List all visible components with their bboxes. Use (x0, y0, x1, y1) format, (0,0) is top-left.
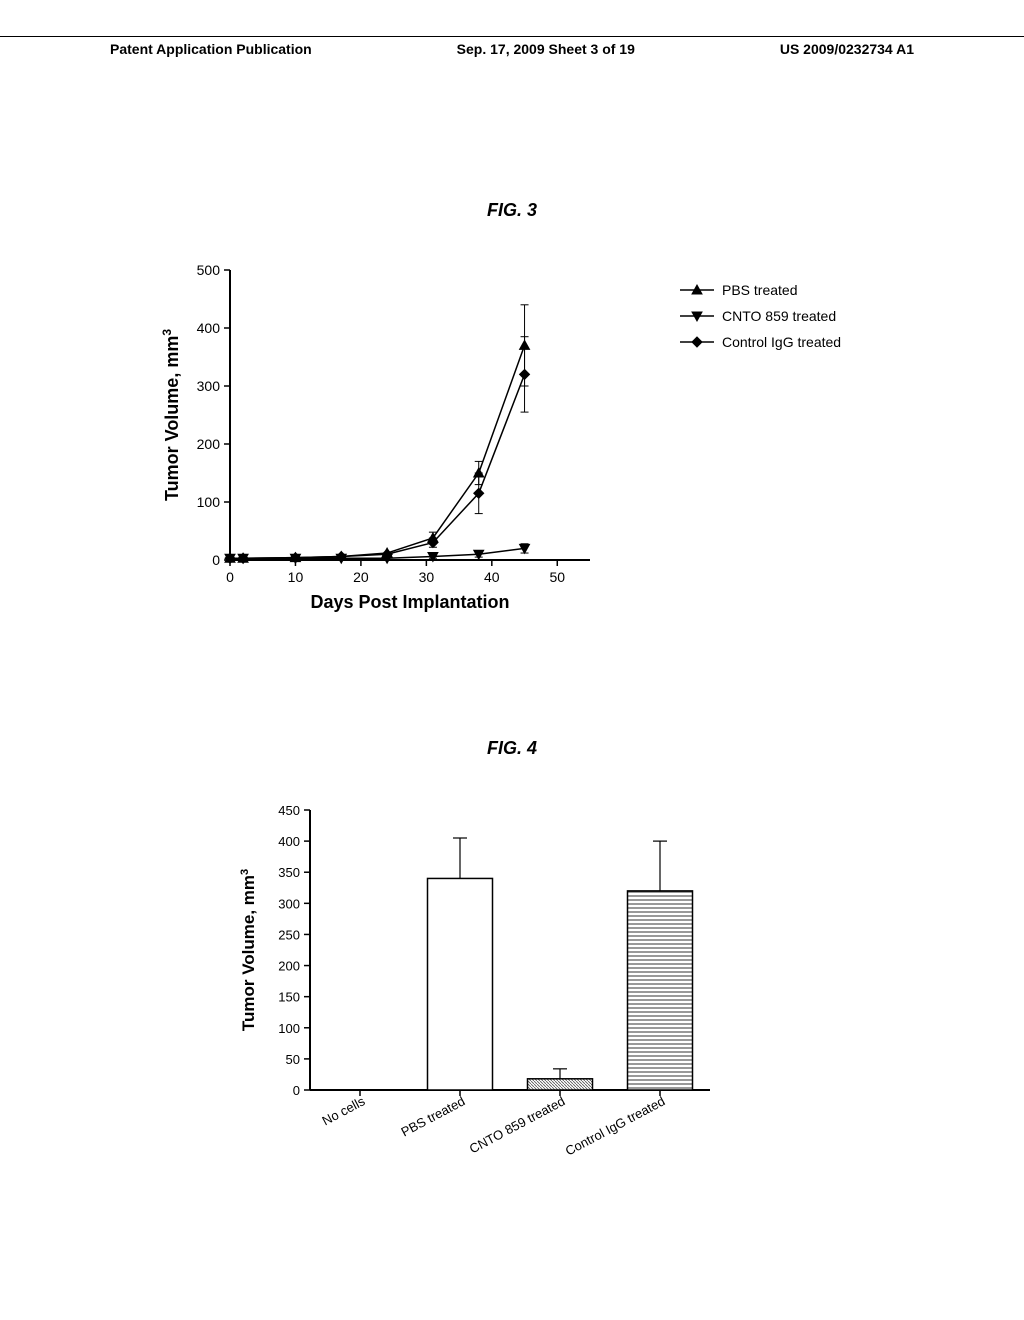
svg-text:50: 50 (286, 1052, 300, 1067)
svg-text:Tumor Volume, mm3: Tumor Volume, mm3 (160, 329, 182, 501)
svg-text:100: 100 (278, 1021, 300, 1036)
svg-text:400: 400 (278, 834, 300, 849)
svg-text:PBS treated: PBS treated (398, 1093, 467, 1139)
svg-text:200: 200 (197, 436, 221, 452)
fig4-chart: 0 50 100 150 200 250 300 350 400 450 Tumor Volume,… (210, 790, 770, 1200)
svg-text:Control IgG treated: Control IgG treated (722, 334, 841, 350)
header-publication: Patent Application Publication (110, 41, 312, 57)
svg-text:0: 0 (226, 569, 234, 585)
svg-text:PBS treated: PBS treated (722, 282, 798, 298)
header-patent-number: US 2009/0232734 A1 (780, 41, 914, 57)
svg-text:450: 450 (278, 803, 300, 818)
svg-text:20: 20 (353, 569, 369, 585)
svg-text:400: 400 (197, 320, 221, 336)
svg-text:150: 150 (278, 990, 300, 1005)
svg-text:40: 40 (484, 569, 500, 585)
fig4-title: FIG. 4 (487, 738, 537, 759)
svg-text:300: 300 (197, 378, 221, 394)
fig3-title: FIG. 3 (487, 200, 537, 221)
svg-text:300: 300 (278, 896, 300, 911)
header-date-sheet: Sep. 17, 2009 Sheet 3 of 19 (457, 41, 635, 57)
svg-text:200: 200 (278, 959, 300, 974)
svg-text:Tumor Volume, mm3: Tumor Volume, mm3 (239, 869, 258, 1031)
svg-text:CNTO 859 treated: CNTO 859 treated (467, 1093, 568, 1156)
svg-text:10: 10 (288, 569, 304, 585)
svg-text:No cells: No cells (320, 1093, 368, 1128)
svg-text:0: 0 (293, 1083, 300, 1098)
svg-text:Control IgG treated: Control IgG treated (563, 1093, 668, 1158)
svg-text:0: 0 (212, 552, 220, 568)
svg-text:100: 100 (197, 494, 221, 510)
svg-text:250: 250 (278, 927, 300, 942)
svg-text:30: 30 (419, 569, 435, 585)
svg-text:350: 350 (278, 865, 300, 880)
svg-text:CNTO 859 treated: CNTO 859 treated (722, 308, 836, 324)
svg-text:Days Post Implantation: Days Post Implantation (310, 592, 509, 612)
patent-header: Patent Application Publication Sep. 17, … (0, 36, 1024, 57)
fig3-chart: 0 100 200 300 400 500 0 10 20 30 40 50 Tumor Volume,… (150, 250, 870, 650)
svg-text:50: 50 (549, 569, 565, 585)
svg-text:500: 500 (197, 262, 221, 278)
